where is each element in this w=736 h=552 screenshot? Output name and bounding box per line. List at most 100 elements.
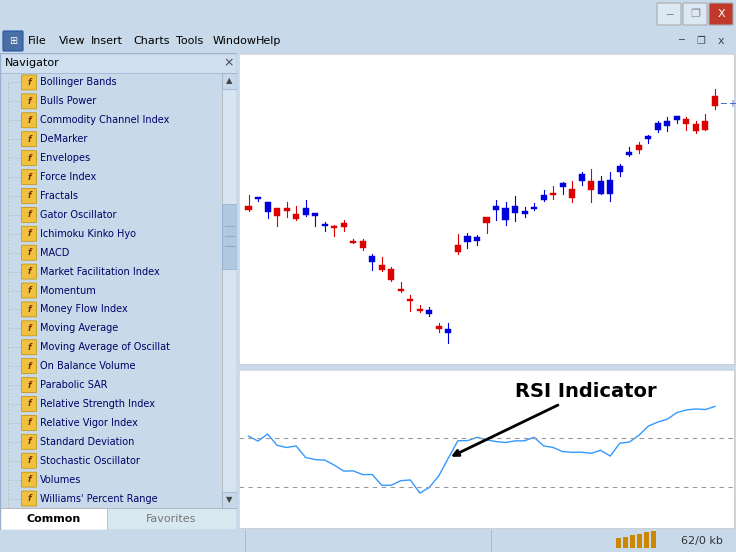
Text: File: File — [28, 35, 47, 45]
FancyBboxPatch shape — [21, 453, 37, 468]
Text: f: f — [27, 437, 31, 447]
Bar — [636, 145, 642, 150]
Bar — [588, 181, 594, 190]
FancyBboxPatch shape — [21, 132, 37, 147]
Text: f: f — [27, 153, 31, 163]
FancyBboxPatch shape — [21, 283, 37, 298]
Text: f: f — [27, 248, 31, 257]
Text: Envelopes: Envelopes — [40, 153, 90, 163]
FancyBboxPatch shape — [21, 226, 37, 241]
Bar — [417, 309, 423, 311]
Text: ▲: ▲ — [226, 77, 233, 86]
Text: Relative Vigor Index: Relative Vigor Index — [40, 418, 138, 428]
FancyBboxPatch shape — [21, 378, 37, 392]
Text: Volumes: Volumes — [40, 475, 82, 485]
Text: MACD: MACD — [40, 248, 69, 258]
Bar — [445, 329, 451, 333]
Bar — [512, 206, 518, 213]
Text: Navigator: Navigator — [5, 58, 60, 68]
Bar — [578, 174, 584, 181]
Bar — [674, 116, 680, 120]
Bar — [407, 299, 414, 301]
Text: Ichimoku Kinko Hyo: Ichimoku Kinko Hyo — [40, 229, 136, 239]
Text: Parabolic SAR: Parabolic SAR — [40, 380, 107, 390]
Bar — [0, 508, 237, 530]
Bar — [293, 215, 299, 219]
Bar — [493, 206, 499, 210]
Text: ×: × — [224, 56, 234, 70]
Text: f: f — [27, 362, 31, 370]
FancyBboxPatch shape — [21, 491, 37, 506]
Bar — [255, 198, 261, 199]
Text: Bulls Power: Bulls Power — [40, 97, 96, 107]
Bar — [222, 73, 237, 89]
Bar — [274, 209, 280, 216]
Bar — [389, 269, 394, 279]
Bar — [644, 532, 649, 548]
FancyBboxPatch shape — [21, 396, 37, 411]
FancyBboxPatch shape — [21, 321, 37, 336]
Text: Momentum: Momentum — [40, 285, 96, 295]
Text: Charts: Charts — [133, 35, 170, 45]
FancyBboxPatch shape — [21, 94, 37, 109]
Text: f: f — [27, 229, 31, 238]
Text: Relative Strength Index: Relative Strength Index — [40, 399, 155, 409]
Bar — [559, 183, 566, 188]
FancyBboxPatch shape — [21, 416, 37, 431]
Text: Standard Deviation: Standard Deviation — [40, 437, 135, 447]
Text: f: f — [27, 116, 31, 125]
Text: f: f — [27, 78, 31, 87]
Bar — [331, 226, 337, 229]
Bar — [474, 237, 480, 241]
Bar — [531, 206, 537, 209]
Bar — [302, 208, 308, 215]
Text: Moving Average: Moving Average — [40, 323, 118, 333]
Text: f: f — [27, 135, 31, 144]
Bar — [569, 189, 576, 198]
FancyBboxPatch shape — [21, 339, 37, 355]
Text: Force Index: Force Index — [40, 172, 96, 182]
Text: RSI Indicator: RSI Indicator — [453, 382, 657, 455]
FancyBboxPatch shape — [21, 188, 37, 204]
FancyBboxPatch shape — [21, 434, 37, 449]
Bar — [550, 193, 556, 195]
FancyBboxPatch shape — [21, 264, 37, 279]
Bar — [341, 223, 347, 227]
Bar — [397, 289, 404, 291]
Text: f: f — [27, 456, 31, 465]
Bar — [655, 123, 661, 130]
Bar — [283, 208, 290, 211]
Text: Williams' Percent Range: Williams' Percent Range — [40, 493, 158, 503]
Bar — [312, 214, 318, 216]
Bar — [623, 537, 628, 548]
Text: View: View — [59, 35, 85, 45]
Bar — [645, 136, 651, 139]
Text: x: x — [718, 35, 724, 45]
Text: DeMarker: DeMarker — [40, 134, 88, 144]
Text: Common: Common — [26, 514, 80, 524]
Bar — [683, 119, 690, 124]
Bar — [464, 236, 470, 242]
FancyBboxPatch shape — [21, 359, 37, 374]
Text: Gator Oscillator: Gator Oscillator — [40, 210, 116, 220]
Bar — [222, 204, 237, 269]
Bar — [540, 195, 547, 200]
Text: ▼: ▼ — [226, 496, 233, 505]
Text: Bollinger Bands: Bollinger Bands — [40, 77, 116, 87]
Text: ❐: ❐ — [697, 35, 705, 45]
Text: ─: ─ — [678, 35, 684, 45]
FancyBboxPatch shape — [21, 151, 37, 166]
FancyBboxPatch shape — [21, 169, 37, 184]
Bar — [484, 217, 489, 223]
Text: On Balance Volume: On Balance Volume — [40, 361, 135, 371]
FancyBboxPatch shape — [709, 3, 733, 25]
Bar — [651, 530, 656, 548]
Text: Favorites: Favorites — [146, 514, 196, 524]
Text: f: f — [27, 494, 31, 503]
FancyBboxPatch shape — [21, 113, 37, 128]
Text: Tools: Tools — [176, 35, 203, 45]
Text: ─ +: ─ + — [720, 99, 736, 109]
Bar — [426, 310, 433, 314]
Bar — [436, 326, 442, 330]
Bar — [503, 209, 509, 220]
